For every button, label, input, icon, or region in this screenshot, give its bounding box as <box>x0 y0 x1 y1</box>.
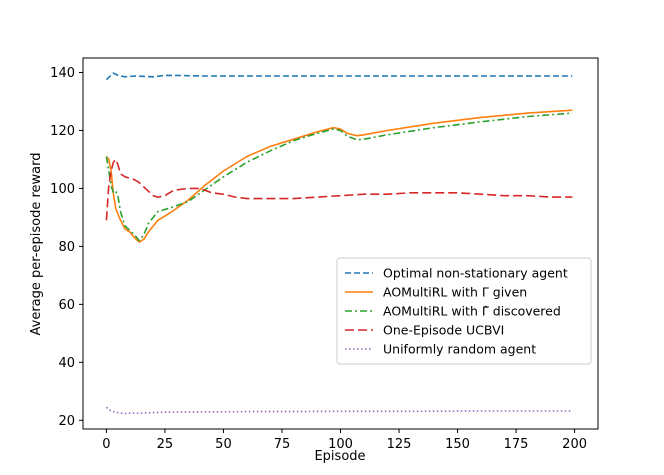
y-tick-label: 60 <box>58 298 75 313</box>
series-line-1 <box>105 72 573 81</box>
y-tick-label: 140 <box>50 66 75 81</box>
legend-label-1: Optimal non-stationary agent <box>383 266 568 281</box>
x-tick-label: 150 <box>445 437 470 452</box>
legend-label-2: AOMultiRL with Γ given <box>383 285 527 300</box>
series-line-3 <box>105 112 573 242</box>
x-tick-label: 100 <box>328 437 353 452</box>
series-line-2 <box>105 109 573 243</box>
y-tick-label: 120 <box>50 124 75 139</box>
x-tick-label: 25 <box>157 437 174 452</box>
series-line-4 <box>105 158 573 221</box>
series-lines <box>105 72 573 415</box>
x-tick-label: 75 <box>274 437 291 452</box>
y-axis-title: Average per-episode reward <box>29 153 44 336</box>
x-tick-label: 200 <box>562 437 587 452</box>
y-axis: 20 40 60 80 100 120 140 <box>50 66 83 429</box>
y-tick-label: 20 <box>58 414 75 429</box>
legend: Optimal non-stationary agent AOMultiRL wi… <box>336 257 592 365</box>
series-line-5 <box>105 406 573 415</box>
plot-area <box>82 57 599 430</box>
x-tick-label: 50 <box>215 437 232 452</box>
x-tick-label: 0 <box>102 437 110 452</box>
x-axis: 0 25 50 75 100 125 150 175 200 <box>102 429 587 452</box>
legend-label-4: One-Episode UCBVI <box>383 323 504 338</box>
x-tick-label: 125 <box>387 437 412 452</box>
legend-box <box>336 257 592 365</box>
legend-label-3: AOMultiRL with Γ̂ discovered <box>383 304 561 319</box>
x-tick-label: 175 <box>504 437 529 452</box>
y-tick-label: 100 <box>50 182 75 197</box>
legend-label-5: Uniformly random agent <box>383 342 536 357</box>
y-tick-label: 40 <box>58 356 75 371</box>
x-axis-title: Episode <box>314 449 365 464</box>
y-tick-label: 80 <box>58 240 75 255</box>
